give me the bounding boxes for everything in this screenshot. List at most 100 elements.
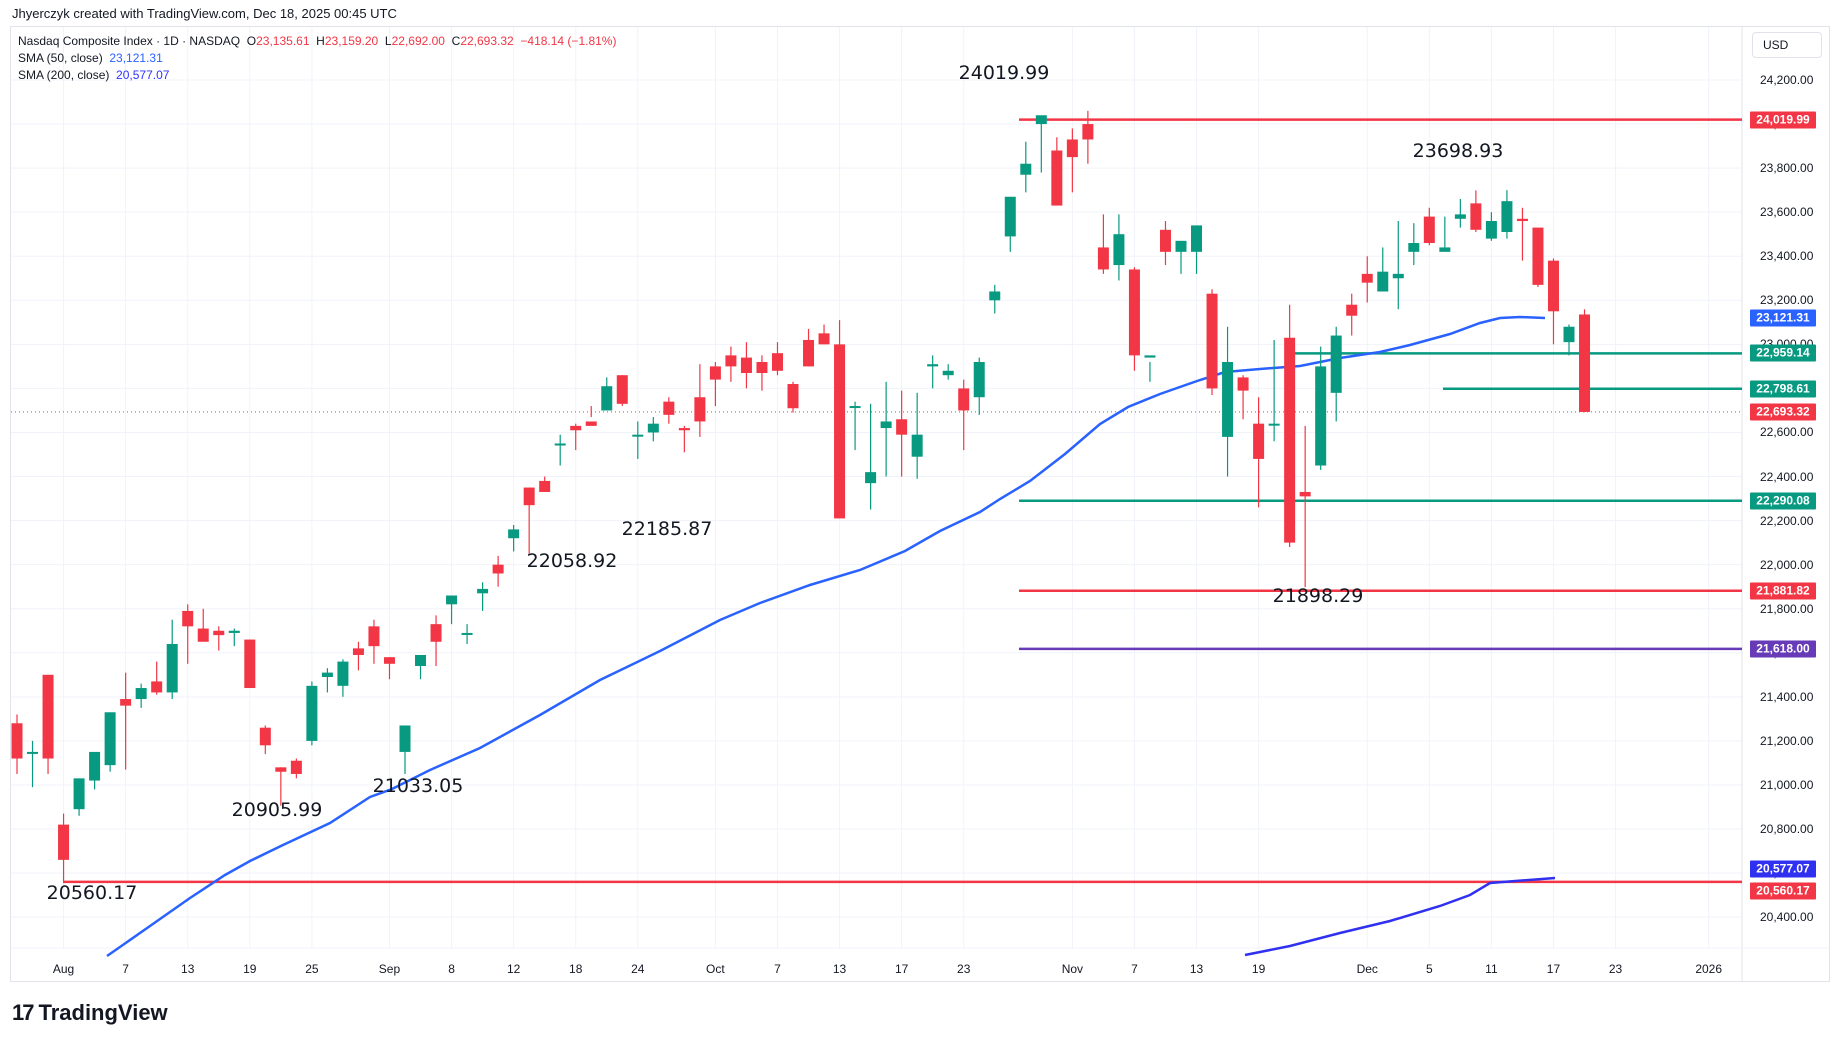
currency-button[interactable]: USD [1752,32,1822,58]
candle-body [1532,227,1544,285]
candle-body [1020,163,1032,175]
candle-body [58,824,70,860]
date-tick: 25 [305,962,319,976]
candle-body [1268,423,1280,426]
tradingview-logo[interactable]: 17 TradingView [12,1000,168,1026]
level-price-badge: 22,290.08 [1750,492,1816,510]
symbol-legend: Nasdaq Composite Index · 1D · NASDAQ O23… [18,34,617,48]
candle-body [942,370,954,376]
candle-body [399,725,411,752]
candle-body [11,723,23,759]
price-annotation-label: 20905.99 [231,799,323,821]
sma50-legend[interactable]: SMA (50, close) 23,121.31 [18,51,163,65]
candle-body [818,333,830,345]
candle-body [616,375,628,404]
candle-body [1237,377,1249,391]
date-tick: 23 [957,962,971,976]
candle-body [1222,361,1234,437]
candle-body [834,344,846,519]
watermark-text: Jhyerczyk created with TradingView.com, … [12,6,397,21]
sma50-line[interactable] [106,315,1546,958]
candle-body [1175,240,1187,252]
price-tick: 22,400.00 [1760,469,1814,484]
sma200-line[interactable] [1244,876,1556,957]
close-value: 22,693.32 [460,34,514,48]
candle-body [352,648,364,655]
chart-frame [10,26,1830,982]
date-tick: 23 [1608,962,1623,976]
candle-body [321,672,333,678]
candle-body [461,632,473,635]
candle-body [1051,150,1063,206]
candle-body [678,428,690,431]
candle-body [647,423,659,433]
candle-body [1579,314,1591,412]
candle-body [151,681,163,693]
candle-body [911,434,923,457]
date-tick: 7 [1131,962,1138,976]
candle-body [585,421,597,426]
candle-body [632,434,644,437]
candle-body [1439,247,1451,252]
price-tick: 21,400.00 [1760,689,1814,704]
candle-body [120,699,132,706]
candle-body [430,624,442,642]
price-badge: 20,577.07 [1750,860,1816,878]
date-tick: Aug [52,962,75,976]
candle-body [306,685,318,741]
candle-body [663,401,675,415]
candle-body [1035,115,1047,125]
date-tick: 24 [631,962,645,976]
candle-body [709,366,721,380]
price-tick: 24,200.00 [1760,73,1814,87]
candle-body [1159,229,1171,252]
candle-body [554,443,566,446]
candle-body [89,751,101,781]
candle-body [27,751,39,754]
candles[interactable] [11,110,1591,882]
date-tick: 5 [1425,962,1433,976]
price-tick: 23,400.00 [1760,249,1814,264]
candle-body [880,421,892,429]
candle-body [958,388,970,411]
candle-body [492,564,504,574]
price-badge: 23,121.31 [1750,309,1816,327]
price-annotation-label: 20560.17 [46,882,138,904]
price-tick: 21,000.00 [1760,777,1814,792]
candle-body [135,688,147,700]
date-tick: 7 [774,962,781,976]
price-annotation-label: 22058.92 [526,550,618,572]
price-tick: 23,200.00 [1760,293,1814,308]
sma50-value: 23,121.31 [109,51,163,65]
candle-body [1377,271,1389,292]
date-tick: 2026 [1695,962,1723,976]
candle-body [1454,214,1466,219]
candle-body [368,626,380,647]
candle-body [1097,247,1109,270]
price-badge: 20,560.17 [1750,882,1816,900]
price-tick: 23,800.00 [1760,161,1814,176]
price-tick: 21,200.00 [1760,733,1814,748]
candle-body [989,291,1001,301]
candle-body [539,480,551,492]
candle-body [1253,423,1265,459]
price-annotation-label: 24019.99 [958,62,1050,84]
price-annotation-label: 22185.87 [621,518,713,540]
level-price-badge: 21,618.00 [1750,640,1816,658]
sma200-legend[interactable]: SMA (200, close) 20,577.07 [18,68,170,82]
candle-body [228,630,240,633]
candle-body [197,628,209,642]
grid [11,27,1829,981]
date-tick: Sep [378,962,401,976]
candle-body [244,639,256,689]
price-badge: 22,693.32 [1750,403,1816,421]
date-tick: Oct [706,962,725,976]
candle-body [1361,273,1373,283]
candle-body [446,595,458,605]
date-tick: 17 [894,962,909,976]
candle-body [896,419,908,435]
candle-body [104,712,116,766]
level-price-badge: 22,798.61 [1750,380,1816,398]
candle-body [1206,293,1218,389]
